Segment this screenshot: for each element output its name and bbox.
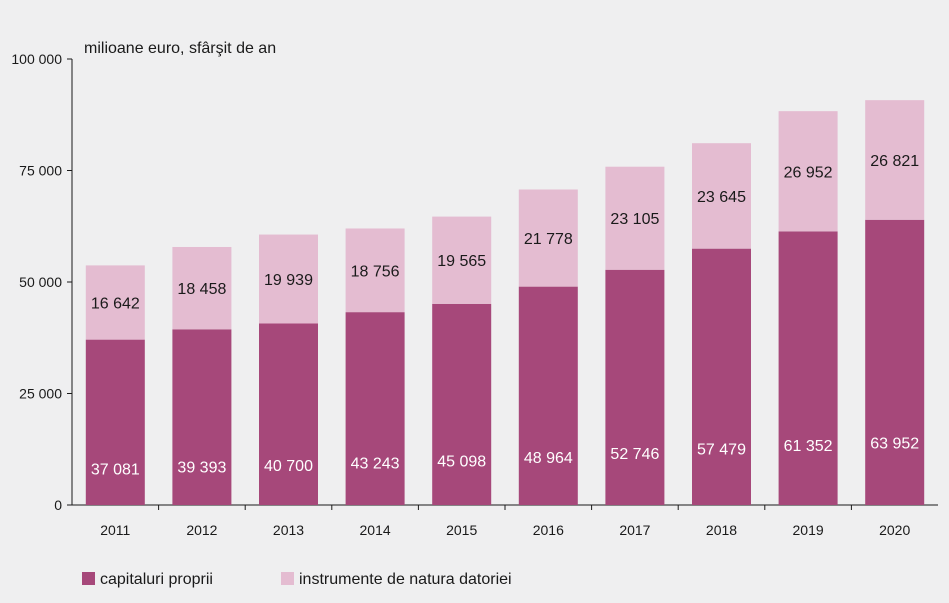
data-label: 40 700 — [264, 458, 313, 475]
bar-instrumente-de-natura-datoriei-2012 — [172, 246, 232, 330]
bar-capitaluri-proprii-2019 — [778, 231, 838, 505]
y-tick-label: 100 000 — [11, 51, 62, 67]
data-label: 48 964 — [524, 450, 573, 467]
x-tick-label: 2019 — [793, 522, 824, 538]
y-ticks: 0 25 000 50 000 75 000 100 000 — [11, 51, 72, 513]
x-tick-label: 2012 — [186, 522, 217, 538]
y-tick-label: 25 000 — [19, 386, 62, 402]
x-tick-label: 2011 — [100, 522, 130, 538]
bar-instrumente-de-natura-datoriei-2020 — [865, 100, 925, 220]
data-label: 19 565 — [437, 253, 486, 270]
data-label: 18 458 — [177, 281, 226, 298]
unit-label: milioane euro, sfârşit de an — [84, 40, 276, 57]
bar-instrumente-de-natura-datoriei-2019 — [778, 111, 838, 232]
bar-capitaluri-proprii-2014 — [345, 312, 405, 505]
bar-capitaluri-proprii-2015 — [432, 303, 492, 505]
legend: capitaluri proprii instrumente de natura… — [82, 571, 512, 588]
x-tick-label: 2016 — [533, 522, 564, 538]
data-label: 61 352 — [784, 438, 833, 455]
bar-instrumente-de-natura-datoriei-2014 — [345, 228, 405, 313]
data-label: 43 243 — [351, 456, 400, 473]
x-ticks: 2011 2012 2013 2014 2015 2016 2017 2018 2019 2020 — [100, 505, 910, 538]
x-tick-label: 2018 — [706, 522, 737, 538]
bar-capitaluri-proprii-2020 — [865, 219, 925, 505]
data-label: 23 645 — [697, 189, 746, 206]
data-label: 26 952 — [784, 164, 833, 181]
data-label: 21 778 — [524, 231, 573, 248]
bar-capitaluri-proprii-2011 — [85, 339, 145, 505]
bar-instrumente-de-natura-datoriei-2018 — [692, 143, 751, 249]
bar-instrumente-de-natura-datoriei-2011 — [85, 265, 145, 340]
bars: 37 081 16 642 39 393 18 458 40 700 19 939 43 2… — [85, 100, 925, 505]
x-tick-label: 2014 — [360, 522, 391, 538]
x-tick-label: 2020 — [879, 522, 910, 538]
bar-capitaluri-proprii-2012 — [172, 329, 232, 505]
legend-swatch-instrumente-de-natura-datoriei — [281, 572, 294, 585]
data-label: 57 479 — [697, 442, 746, 459]
data-label: 63 952 — [870, 435, 919, 452]
x-tick-label: 2013 — [273, 522, 304, 538]
bar-instrumente-de-natura-datoriei-2017 — [605, 166, 665, 270]
x-tick-label: 2017 — [619, 522, 650, 538]
data-label: 18 756 — [351, 263, 400, 280]
bar-capitaluri-proprii-2018 — [692, 248, 751, 505]
data-label: 26 821 — [870, 153, 919, 170]
x-tick-label: 2015 — [446, 522, 477, 538]
legend-swatch-capitaluri-proprii — [82, 572, 95, 585]
data-label: 52 746 — [610, 446, 659, 463]
bar-instrumente-de-natura-datoriei-2016 — [518, 189, 578, 287]
legend-label-instrumente-de-natura-datoriei: instrumente de natura datoriei — [299, 571, 512, 588]
legend-label-capitaluri-proprii: capitaluri proprii — [100, 571, 213, 588]
data-label: 23 105 — [610, 211, 659, 228]
data-label: 16 642 — [91, 296, 140, 313]
y-tick-label: 75 000 — [19, 163, 62, 179]
bar-capitaluri-proprii-2013 — [259, 323, 318, 505]
data-label: 37 081 — [91, 462, 140, 479]
data-label: 19 939 — [264, 272, 313, 289]
bar-instrumente-de-natura-datoriei-2013 — [259, 234, 318, 324]
data-label: 45 098 — [437, 454, 486, 471]
bar-instrumente-de-natura-datoriei-2015 — [432, 216, 492, 304]
y-tick-label: 0 — [54, 497, 62, 513]
bar-capitaluri-proprii-2016 — [518, 286, 578, 505]
data-label: 39 393 — [177, 459, 226, 476]
y-tick-label: 50 000 — [19, 274, 62, 290]
bar-capitaluri-proprii-2017 — [605, 269, 665, 505]
